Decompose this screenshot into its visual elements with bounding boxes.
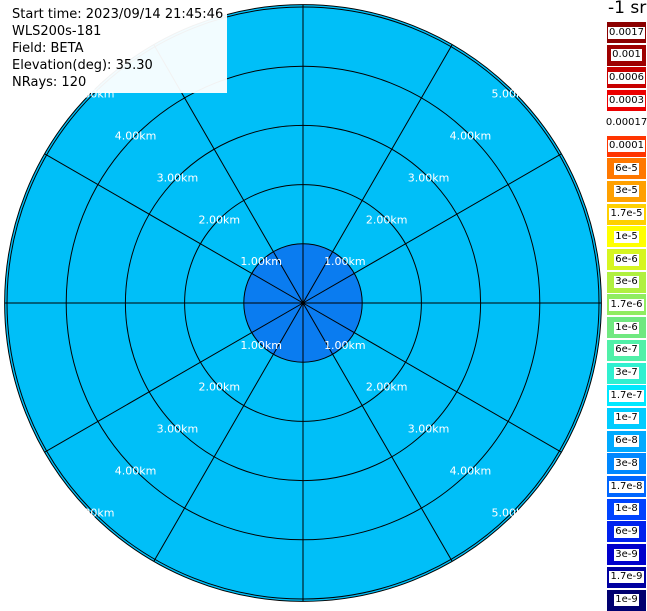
ring-label-2km: 2.00km bbox=[366, 381, 408, 394]
ring-label-1km: 1.00km bbox=[240, 255, 282, 268]
colorbar-entry: 0.0001 bbox=[607, 135, 646, 157]
colorbar-tick-label: 3e-9 bbox=[614, 548, 639, 561]
colorbar-entry: 0.001 bbox=[607, 44, 646, 66]
colorbar-tick-label: 1e-7 bbox=[614, 412, 639, 425]
start-time-text: Start time: 2023/09/14 21:45:46 bbox=[12, 7, 224, 22]
colorbar-tick-label: 1.7e-5 bbox=[609, 208, 644, 221]
outer-boundary bbox=[4, 4, 602, 602]
ring-label-2km: 2.00km bbox=[366, 213, 408, 226]
ring-label-1km: 1.00km bbox=[240, 339, 282, 352]
ring-label-1km: 1.00km bbox=[324, 339, 366, 352]
colorbar-tick-label: 1e-5 bbox=[614, 230, 639, 243]
colorbar-entry: 1.7e-7 bbox=[607, 385, 646, 407]
colorbar-entry: 6e-8 bbox=[607, 430, 646, 452]
colorbar-tick-label: 0.0001 bbox=[608, 140, 645, 152]
ring-label-3km: 3.00km bbox=[408, 171, 450, 184]
colorbar-entry: 1.7e-8 bbox=[607, 476, 646, 497]
colorbar-entry: 6e-5 bbox=[607, 158, 646, 180]
ring-label-5km: 5.00km bbox=[492, 88, 534, 101]
field-text: Field: BETA bbox=[12, 41, 84, 56]
ring-label-3km: 3.00km bbox=[157, 423, 199, 436]
colorbar-tick-label: 1e-8 bbox=[614, 503, 639, 516]
ring-label-4km: 4.00km bbox=[450, 130, 492, 143]
colorbar-tick-label: 0.0017 bbox=[608, 26, 645, 39]
colorbar-tick-label: 0.0003 bbox=[608, 94, 645, 107]
colorbar-tick-label: 1e-6 bbox=[614, 321, 639, 334]
colorbar-entry: 0.00017 bbox=[604, 112, 647, 134]
ring-label-2km: 2.00km bbox=[198, 381, 240, 394]
ring-label-1km: 1.00km bbox=[324, 255, 366, 268]
range-ring-grid bbox=[4, 4, 602, 602]
instrument-text: WLS200s-181 bbox=[12, 24, 102, 39]
colorbar-tick-label: 3e-6 bbox=[614, 276, 639, 289]
colorbar-entry: 6e-9 bbox=[607, 521, 646, 543]
elevation-label: Elevation(deg): bbox=[12, 58, 112, 73]
colorbar-tick-label: 6e-9 bbox=[614, 525, 639, 538]
colorbar-entry: 3e-7 bbox=[607, 362, 646, 384]
colorbar-tick-label: 1.7e-8 bbox=[609, 480, 644, 493]
colorbar-unit-label: -1 sr bbox=[608, 0, 647, 18]
colorbar-tick-label: 6e-5 bbox=[614, 162, 639, 175]
colorbar-entry: 3e-5 bbox=[607, 180, 646, 202]
nrays-text: NRays: 120 bbox=[12, 75, 87, 90]
ring-label-5km: 5.00km bbox=[73, 506, 115, 519]
azimuth-spoke-30 bbox=[302, 44, 453, 304]
ring-label-4km: 4.00km bbox=[450, 464, 492, 477]
scan-info-box: Start time: 2023/09/14 21:45:46 WLS200s-… bbox=[10, 6, 228, 93]
colorbar-tick-label: 3e-7 bbox=[614, 367, 639, 379]
ring-label-3km: 3.00km bbox=[157, 171, 199, 184]
colorbar-entry: 1.7e-5 bbox=[607, 203, 646, 225]
colorbar-entry: 6e-6 bbox=[607, 249, 646, 270]
colorbar-tick-label: 0.00017 bbox=[604, 117, 647, 130]
elevation-value: 35.30 bbox=[115, 58, 153, 73]
colorbar-tick-label: 6e-8 bbox=[614, 435, 639, 448]
colorbar-entry: 0.0003 bbox=[607, 90, 646, 112]
colorbar-tick-label: 1.7e-7 bbox=[609, 389, 644, 402]
colorbar-entry: 1e-8 bbox=[607, 498, 646, 520]
colorbar-entry: 1e-9 bbox=[607, 589, 646, 611]
ring-label-2km: 2.00km bbox=[198, 213, 240, 226]
azimuth-spoke-300 bbox=[44, 153, 304, 304]
colorbar-tick-label: 6e-6 bbox=[614, 253, 639, 266]
azimuth-spoke-60 bbox=[302, 153, 562, 304]
colorbar-tick-label: 3e-5 bbox=[614, 185, 639, 198]
azimuth-spoke-120 bbox=[302, 302, 562, 453]
colorbar-entry: 3e-8 bbox=[607, 453, 646, 475]
range-label-group: 1.00km 1.00km 1.00km 1.00km 2.00km 2.00km 2.00… bbox=[73, 88, 533, 520]
colorbar-entry: 1.7e-9 bbox=[607, 566, 646, 588]
colorbar-tick-label: 3e-8 bbox=[614, 457, 639, 470]
colorbar-entry: 1.7e-6 bbox=[607, 294, 646, 316]
colorbar-tick-label: 0.001 bbox=[611, 49, 642, 62]
azimuth-spoke-240 bbox=[44, 302, 304, 453]
colorbar-entry: 6e-7 bbox=[607, 339, 646, 361]
colorbar-entry: 0.0017 bbox=[607, 22, 646, 43]
colorbar-entry: 1e-7 bbox=[607, 407, 646, 429]
azimuth-spoke-150 bbox=[302, 302, 453, 562]
azimuth-spoke-210 bbox=[153, 302, 304, 562]
ring-label-4km: 4.00km bbox=[115, 464, 157, 477]
colorbar-tick-label: 1.7e-9 bbox=[609, 571, 644, 584]
ring-label-4km: 4.00km bbox=[115, 130, 157, 143]
colorbar-tick-label: 1e-9 bbox=[614, 594, 639, 606]
colorbar-tick-label: 1.7e-6 bbox=[609, 298, 644, 311]
colorbar-tick-label: 6e-7 bbox=[614, 344, 639, 357]
ring-label-5km: 5.00km bbox=[492, 506, 534, 519]
colorbar-entry: 3e-9 bbox=[607, 544, 646, 566]
colorbar-entry: 1e-5 bbox=[607, 226, 646, 248]
colorbar-entry: 3e-6 bbox=[607, 271, 646, 293]
colorbar-entry: 1e-6 bbox=[607, 317, 646, 339]
colorbar-tick-label: 0.0006 bbox=[608, 71, 645, 84]
ring-label-3km: 3.00km bbox=[408, 423, 450, 436]
colorbar-entry: 0.0006 bbox=[607, 67, 646, 89]
elevation-text: Elevation(deg): 35.30 bbox=[12, 57, 223, 74]
